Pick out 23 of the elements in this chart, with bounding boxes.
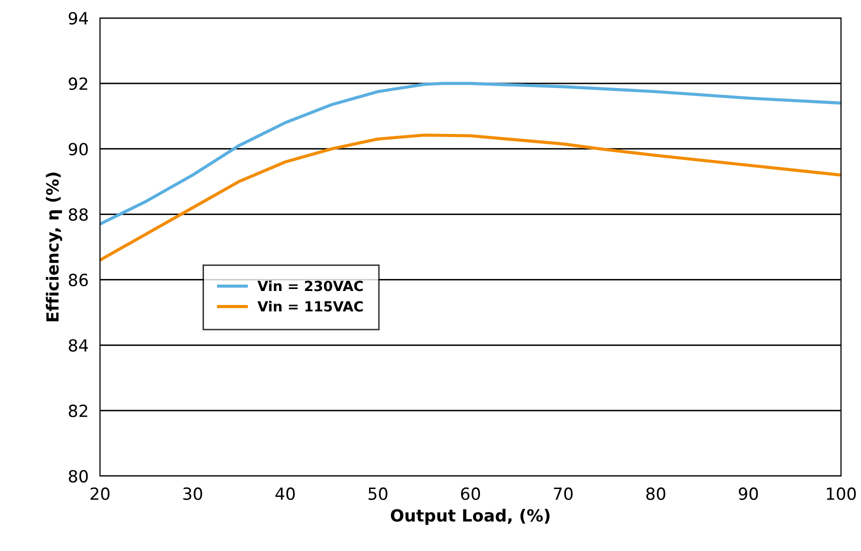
x-tick-label: 80: [646, 487, 666, 500]
x-axis-title: Output Load, (%): [390, 508, 550, 525]
y-tick-label: 86: [68, 274, 88, 286]
line-series: [100, 82, 841, 226]
y-tick-label: 84: [68, 339, 88, 352]
x-tick-label: 70: [554, 487, 573, 500]
legend-label: Vin = 230VAC: [258, 280, 363, 292]
x-tick-label: 50: [368, 487, 388, 500]
x-tick-label: 100: [826, 487, 856, 500]
y-tick-label: 92: [68, 77, 88, 90]
y-tick-label: 82: [68, 404, 88, 418]
y-tick-label: 88: [68, 208, 88, 221]
x-tick-label: 40: [275, 487, 295, 500]
line-series: [100, 134, 841, 262]
x-tick-label: 30: [183, 487, 202, 500]
y-tick-label: 80: [68, 470, 88, 483]
y-tick-label: 90: [68, 142, 88, 156]
x-tick-label: 60: [461, 487, 480, 500]
y-axis-title: Efficiency, η (%): [46, 172, 62, 322]
legend-label: Vin = 115VAC: [258, 300, 363, 312]
y-tick-label: 94: [68, 12, 88, 25]
x-tick-label: 20: [90, 487, 110, 500]
x-tick-label: 90: [738, 487, 758, 500]
